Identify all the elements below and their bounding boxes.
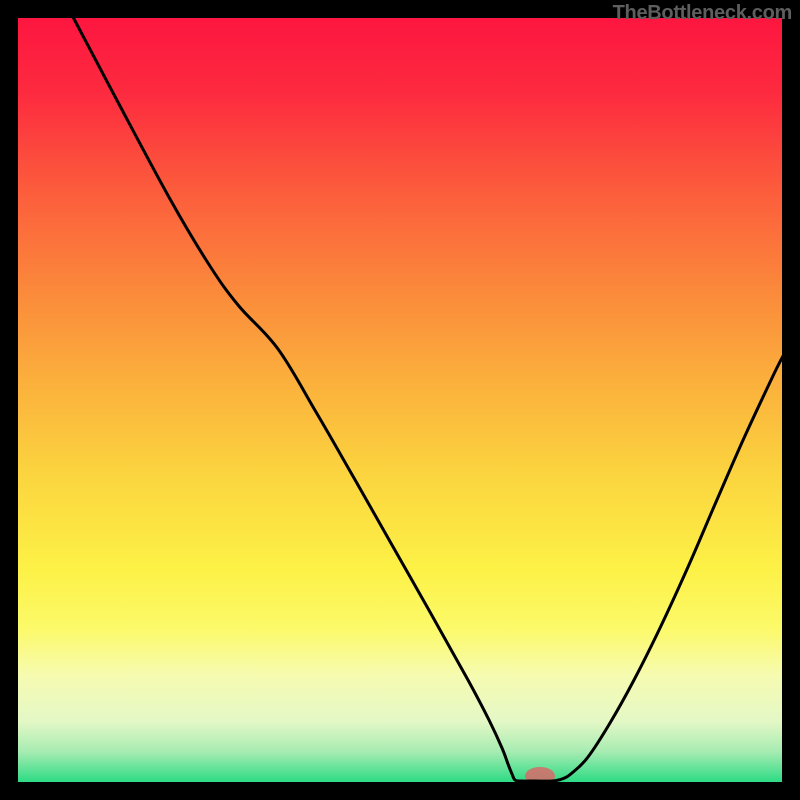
frame-border xyxy=(0,0,18,800)
frame-border xyxy=(0,782,800,800)
watermark-text: TheBottleneck.com xyxy=(613,2,792,25)
chart-container: TheBottleneck.com xyxy=(0,0,800,800)
frame-border xyxy=(782,0,800,800)
bottleneck-chart xyxy=(0,0,800,800)
